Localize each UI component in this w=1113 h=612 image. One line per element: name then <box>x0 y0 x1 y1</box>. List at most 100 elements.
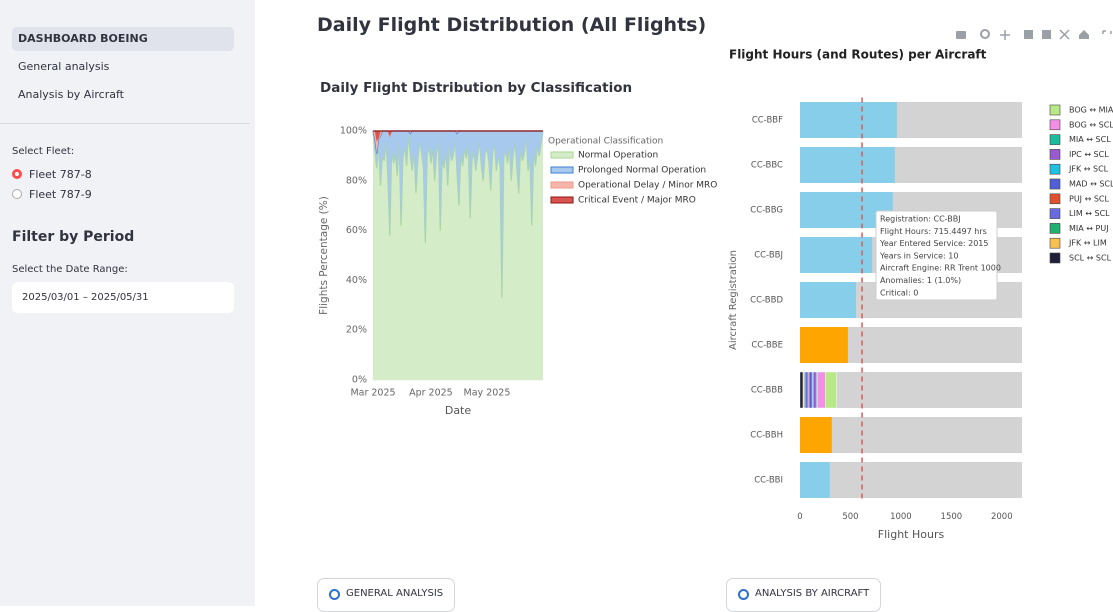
tooltip-line: Flight Hours: 715.4497 hrs <box>880 227 987 236</box>
y-axis-title: Aircraft Registration <box>728 250 739 350</box>
x-tick-label: 0 <box>797 512 802 522</box>
modebar-button[interactable] <box>1000 30 1010 40</box>
y-tick-label: 0% <box>352 375 367 386</box>
nav-item[interactable]: General analysis <box>18 60 110 73</box>
y-tick-label: CC-BBB <box>751 386 783 396</box>
legend-label: IPC ↔ SCL <box>1069 150 1109 159</box>
period-title: Filter by Period <box>12 229 135 245</box>
legend-label: LIM ↔ SCL <box>1069 209 1110 218</box>
y-tick-label: CC-BBG <box>750 206 783 216</box>
bar <box>800 327 848 363</box>
x-tick-label: Mar 2025 <box>350 388 395 399</box>
y-tick-label: 100% <box>340 126 367 137</box>
tooltip-line: Years in Service: 10 <box>879 251 958 260</box>
fleet-label: Select Fleet: <box>12 146 75 157</box>
modebar-button[interactable] <box>956 31 966 39</box>
legend-swatch <box>1049 104 1061 116</box>
legend-swatch <box>1049 193 1061 205</box>
legend-label: JFK ↔ LIM <box>1068 239 1107 248</box>
tooltip-line: Registration: CC-BBJ <box>880 215 961 224</box>
sidebar: DASHBOARD BOEING General analysis Analys… <box>0 0 255 606</box>
bar-segment <box>825 371 837 409</box>
tooltip-line: Aircraft Engine: RR Trent 1000 <box>880 264 1001 273</box>
legend-swatch <box>550 181 574 189</box>
modebar-button[interactable] <box>1042 30 1051 39</box>
search-icon <box>738 589 749 600</box>
legend-label: Critical Event / Major MRO <box>578 196 696 206</box>
tooltip-line: Year Entered Service: 2015 <box>879 239 988 248</box>
nav-item[interactable]: DASHBOARD BOEING <box>12 27 234 51</box>
legend-label: Operational Delay / Minor MRO <box>578 181 717 191</box>
legend-swatch <box>1049 163 1061 175</box>
chart-title: Daily Flight Distribution by Classificat… <box>320 80 632 96</box>
nav-item[interactable]: Analysis by Aircraft <box>18 88 124 101</box>
x-tick-label: 2000 <box>991 512 1013 522</box>
x-tick-label: 1500 <box>941 512 963 522</box>
bar <box>800 102 897 138</box>
y-tick-label: CC-BBJ <box>754 251 783 261</box>
legend-swatch <box>1049 223 1061 234</box>
radio-dot <box>12 169 22 179</box>
legend-swatch <box>1049 178 1061 190</box>
legend-label: PUJ ↔ SCL <box>1069 194 1109 203</box>
bar-track <box>800 462 1022 498</box>
bar-segment <box>804 371 809 409</box>
y-tick-label: 20% <box>346 325 367 336</box>
x-tick-label: May 2025 <box>464 388 511 399</box>
bar-segment <box>812 371 817 409</box>
legend-swatch <box>550 196 574 204</box>
modebar-button[interactable] <box>1059 29 1070 40</box>
button-label: ANALYSIS BY AIRCRAFT <box>755 588 870 599</box>
y-tick-label: 80% <box>346 175 367 186</box>
radio-label: Fleet 787-9 <box>29 188 92 201</box>
bar-segment <box>816 371 826 409</box>
legend-label: SCL ↔ SCL <box>1069 254 1112 263</box>
legend-swatch <box>550 166 574 174</box>
legend-swatch <box>1049 134 1061 145</box>
legend-label: BOG ↔ SCL <box>1069 120 1113 129</box>
chart-title: Flight Hours (and Routes) per Aircraft <box>729 48 987 62</box>
bar <box>800 462 830 498</box>
divider <box>0 123 250 124</box>
x-axis-title: Date <box>445 404 472 417</box>
nav-button[interactable]: GENERAL ANALYSIS <box>317 578 455 612</box>
x-axis-title: Flight Hours <box>878 528 945 541</box>
fleet-radio[interactable]: Fleet 787-9 <box>12 187 92 203</box>
legend-swatch <box>1049 237 1061 249</box>
y-tick-label: CC-BBE <box>751 341 783 351</box>
legend-label: BOG ↔ MIA <box>1069 106 1113 115</box>
legend-label: MIA ↔ SCL <box>1069 135 1111 144</box>
y-tick-label: 40% <box>346 275 367 286</box>
y-tick-label: CC-BBC <box>751 161 783 171</box>
tooltip: Registration: CC-BBJ Flight Hours: 715.44… <box>875 210 1001 301</box>
bar <box>800 417 832 453</box>
radio-label: Fleet 787-8 <box>29 168 92 181</box>
legend-label: Normal Operation <box>578 151 658 161</box>
legend-swatch <box>550 151 574 159</box>
button-label: GENERAL ANALYSIS <box>346 588 444 599</box>
legend-swatch <box>1049 252 1061 264</box>
legend-swatch <box>1049 119 1061 131</box>
tooltip-box <box>875 210 998 301</box>
x-tick-label: Apr 2025 <box>409 388 453 399</box>
y-tick-label: CC-BBH <box>750 431 783 441</box>
modebar-button[interactable] <box>1102 30 1112 34</box>
legend-swatch <box>1049 208 1061 219</box>
legend-title: Operational Classification <box>548 137 663 147</box>
modebar-button[interactable] <box>1079 30 1089 39</box>
modebar-button[interactable] <box>980 29 990 39</box>
y-axis-title: Flights Percentage (%) <box>318 196 330 315</box>
search-icon <box>329 589 340 600</box>
date-input[interactable]: 2025/03/01 – 2025/05/31 <box>12 282 234 313</box>
nav-button[interactable]: ANALYSIS BY AIRCRAFT <box>726 578 881 612</box>
legend-label: MAD ↔ SCL <box>1069 180 1113 189</box>
bar-segment <box>799 371 804 409</box>
modebar <box>956 29 1112 40</box>
legend-label: MIA ↔ PUJ <box>1069 224 1109 233</box>
bar-segment <box>808 371 813 409</box>
area-fill <box>373 131 543 141</box>
fleet-radio[interactable]: Fleet 787-8 <box>12 167 92 183</box>
bar-track <box>800 372 1022 408</box>
modebar-button[interactable] <box>1024 30 1033 39</box>
